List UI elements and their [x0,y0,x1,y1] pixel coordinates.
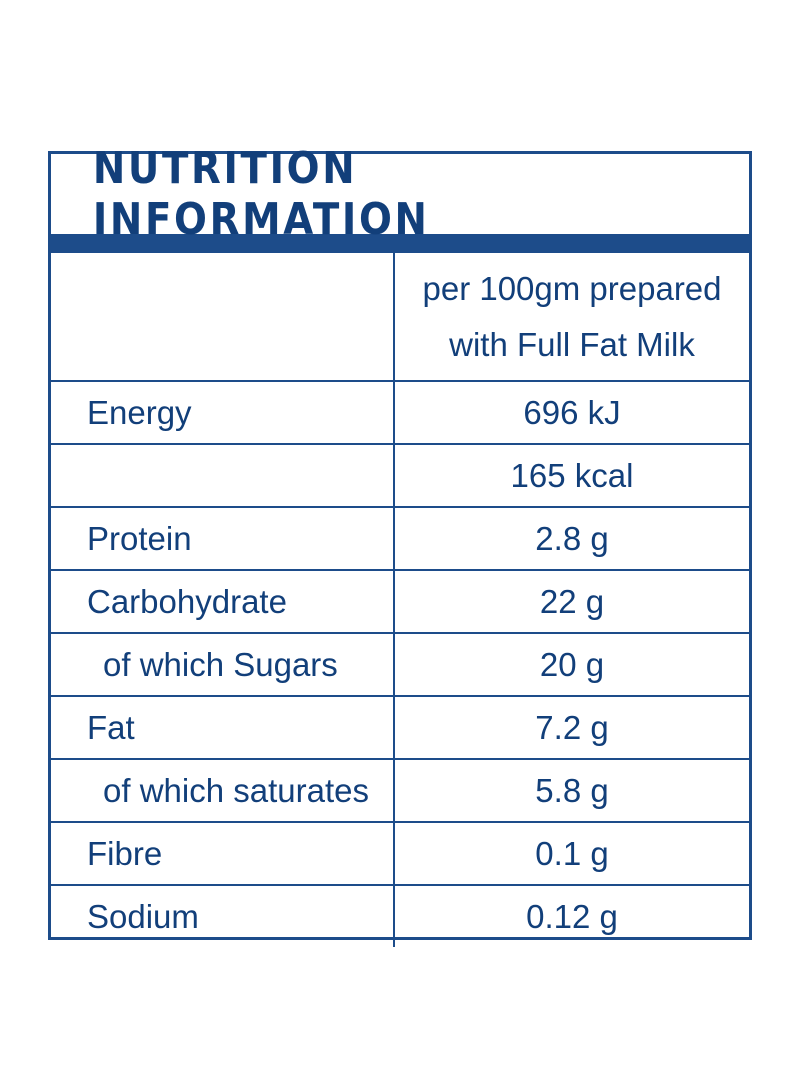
nutrient-label: Protein [51,506,395,570]
nutrient-label: of which Sugars [51,632,395,696]
nutrient-value: 22 g [394,569,749,633]
header-value-line-1: per 100gm prepared [422,269,722,307]
header-value-line-2: with Full Fat Milk [449,325,695,363]
table-row-fibre: Fibre 0.1 g [51,821,749,885]
nutrient-label: Fat [51,695,395,759]
table-row-sodium: Sodium 0.12 g [51,884,749,947]
nutrient-value: 7.2 g [394,695,749,759]
header-label-cell [51,253,395,381]
nutrient-label: Sodium [51,884,395,947]
nutrient-value: 165 kcal [394,443,749,507]
table-row-saturates: of which saturates 5.8 g [51,758,749,822]
table-row-energy-kcal: 165 kcal [51,443,749,507]
nutrient-label [51,443,395,507]
table-row-energy-kj: Energy 696 kJ [51,380,749,444]
table-row-fat: Fat 7.2 g [51,695,749,759]
table-header-row: per 100gm prepared with Full Fat Milk [51,253,749,381]
nutrient-value: 0.12 g [394,884,749,947]
nutrient-value: 696 kJ [394,380,749,444]
table-row-carbohydrate: Carbohydrate 22 g [51,569,749,633]
nutrient-value: 20 g [394,632,749,696]
nutrition-title: NUTRITION INFORMATION [92,143,430,245]
nutrition-table: per 100gm prepared with Full Fat Milk En… [51,253,749,947]
table-row-sugars: of which Sugars 20 g [51,632,749,696]
title-bar: NUTRITION INFORMATION [51,143,749,245]
title-divider [51,234,749,253]
nutrient-value: 0.1 g [394,821,749,885]
nutrient-label: Carbohydrate [51,569,395,633]
nutrient-label: Energy [51,380,395,444]
nutrient-value: 2.8 g [394,506,749,570]
table-row-protein: Protein 2.8 g [51,506,749,570]
nutrient-label: Fibre [51,821,395,885]
nutrient-label: of which saturates [51,758,395,822]
nutrition-panel: NUTRITION INFORMATION per 100gm prepared… [48,143,752,947]
nutrient-value: 5.8 g [394,758,749,822]
header-value-cell: per 100gm prepared with Full Fat Milk [394,253,749,381]
